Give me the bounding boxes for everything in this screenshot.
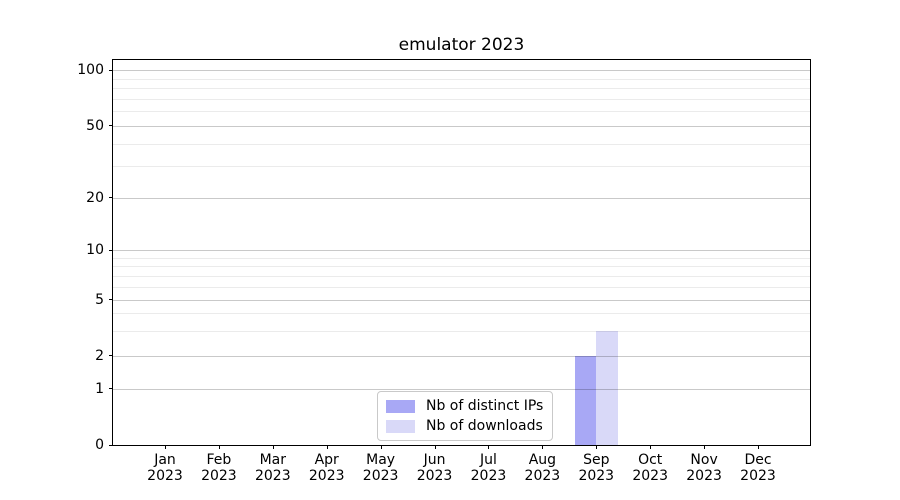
- gridline-minor-30: [113, 166, 810, 168]
- gridline-major-2: [113, 355, 810, 357]
- y-tick-mark-100: [109, 69, 113, 71]
- x-tick-label-aug: Aug 2023: [510, 452, 574, 484]
- gridline-minor-70: [113, 98, 810, 100]
- x-tick-month: Oct: [638, 452, 663, 468]
- bar-nb-of-downloads-sep: [596, 330, 618, 445]
- x-tick-mark-jun: [434, 445, 436, 449]
- x-tick-mark-nov: [704, 445, 706, 449]
- y-tick-label-0: 0: [95, 437, 104, 453]
- x-tick-year: 2023: [740, 468, 776, 484]
- gridline-minor-8: [113, 266, 810, 268]
- gridline-minor-40: [113, 143, 810, 145]
- gridline-major-50: [113, 125, 810, 127]
- gridline-major-1: [113, 388, 810, 390]
- gridline-minor-80: [113, 88, 810, 90]
- x-tick-mark-mar: [272, 445, 274, 449]
- bar-nb-of-distinct-ips-sep: [574, 355, 597, 445]
- x-tick-month: Jan: [154, 452, 176, 468]
- legend-label-distinct-ips: Nb of distinct IPs: [426, 398, 544, 414]
- x-tick-month: Mar: [259, 452, 287, 468]
- x-tick-label-mar: Mar 2023: [241, 452, 305, 484]
- x-tick-year: 2023: [470, 468, 507, 484]
- x-tick-label-sep: Sep 2023: [564, 452, 628, 484]
- x-tick-label-jan: Jan 2023: [133, 452, 197, 484]
- y-tick-label-5: 5: [95, 291, 104, 308]
- bars-layer: [113, 60, 810, 445]
- x-tick-label-jun: Jun 2023: [403, 452, 467, 484]
- gridline-minor-90: [113, 78, 810, 80]
- y-tick-mark-10: [109, 249, 113, 251]
- x-tick-year: 2023: [578, 468, 615, 484]
- gridline-major-100: [113, 70, 810, 71]
- y-tick-label-2: 2: [95, 347, 104, 364]
- legend: Nb of distinct IPs Nb of downloads: [377, 391, 554, 441]
- x-tick-mark-jul: [488, 445, 490, 449]
- x-tick-month: Apr: [314, 452, 339, 468]
- y-tick-mark-1: [109, 388, 113, 390]
- y-tick-mark-50: [109, 125, 113, 127]
- x-tick-month: Feb: [206, 452, 232, 468]
- chart-title: emulator 2023: [398, 35, 525, 55]
- x-tick-month: Sep: [583, 452, 610, 468]
- y-tick-label-50: 50: [86, 117, 104, 134]
- x-tick-year: 2023: [632, 468, 668, 484]
- legend-label-downloads: Nb of downloads: [426, 418, 543, 434]
- x-tick-year: 2023: [147, 468, 183, 484]
- x-tick-label-dec: Dec 2023: [726, 452, 790, 484]
- x-tick-label-oct: Oct 2023: [618, 452, 682, 484]
- x-tick-month: May: [366, 452, 396, 468]
- y-tick-label-20: 20: [86, 189, 104, 206]
- y-tick-label-100: 100: [77, 62, 104, 78]
- x-tick-year: 2023: [524, 468, 561, 484]
- x-tick-label-nov: Nov 2023: [672, 452, 736, 484]
- x-tick-mark-jan: [165, 445, 166, 449]
- x-tick-mark-feb: [218, 445, 220, 449]
- plot-area: [112, 59, 811, 446]
- gridline-minor-3: [113, 330, 810, 332]
- x-tick-year: 2023: [416, 468, 453, 484]
- y-tick-mark-20: [109, 197, 113, 199]
- x-tick-label-feb: Feb 2023: [187, 452, 251, 484]
- x-tick-mark-dec: [758, 445, 759, 449]
- x-tick-month: Dec: [744, 452, 772, 468]
- x-tick-mark-sep: [596, 445, 598, 449]
- gridline-minor-7: [113, 275, 810, 277]
- x-tick-year: 2023: [201, 468, 237, 484]
- x-tick-month: Nov: [690, 452, 718, 468]
- legend-swatch-distinct-ips: [386, 399, 415, 413]
- gridline-minor-9: [113, 257, 810, 259]
- x-tick-mark-aug: [542, 445, 544, 449]
- gridline-major-20: [113, 197, 810, 199]
- x-tick-label-jul: Jul 2023: [456, 452, 520, 484]
- x-tick-mark-may: [380, 445, 382, 449]
- x-tick-mark-oct: [650, 445, 652, 449]
- gridline-major-5: [113, 299, 810, 301]
- legend-item-distinct-ips: Nb of distinct IPs: [386, 398, 543, 414]
- x-tick-mark-apr: [326, 445, 328, 449]
- x-tick-year: 2023: [686, 468, 722, 484]
- grid-layer: [113, 60, 810, 445]
- x-tick-year: 2023: [308, 468, 345, 484]
- y-tick-mark-5: [109, 299, 113, 300]
- y-tick-label-10: 10: [86, 242, 104, 259]
- legend-item-downloads: Nb of downloads: [386, 418, 543, 434]
- x-tick-month: Jun: [423, 452, 446, 468]
- x-tick-year: 2023: [254, 468, 291, 484]
- x-tick-label-apr: Apr 2023: [295, 452, 359, 484]
- x-tick-month: Jul: [480, 452, 497, 468]
- gridline-minor-60: [113, 111, 810, 113]
- gridline-major-10: [113, 250, 810, 252]
- legend-swatch-downloads: [386, 419, 415, 433]
- y-tick-label-1: 1: [95, 380, 104, 397]
- x-tick-month: Aug: [528, 452, 557, 468]
- gridline-minor-4: [113, 313, 810, 315]
- gridline-minor-6: [113, 286, 810, 288]
- x-tick-label-may: May 2023: [349, 452, 413, 484]
- y-tick-mark-2: [109, 355, 113, 357]
- y-tick-mark-0: [109, 444, 113, 446]
- x-tick-year: 2023: [362, 468, 399, 484]
